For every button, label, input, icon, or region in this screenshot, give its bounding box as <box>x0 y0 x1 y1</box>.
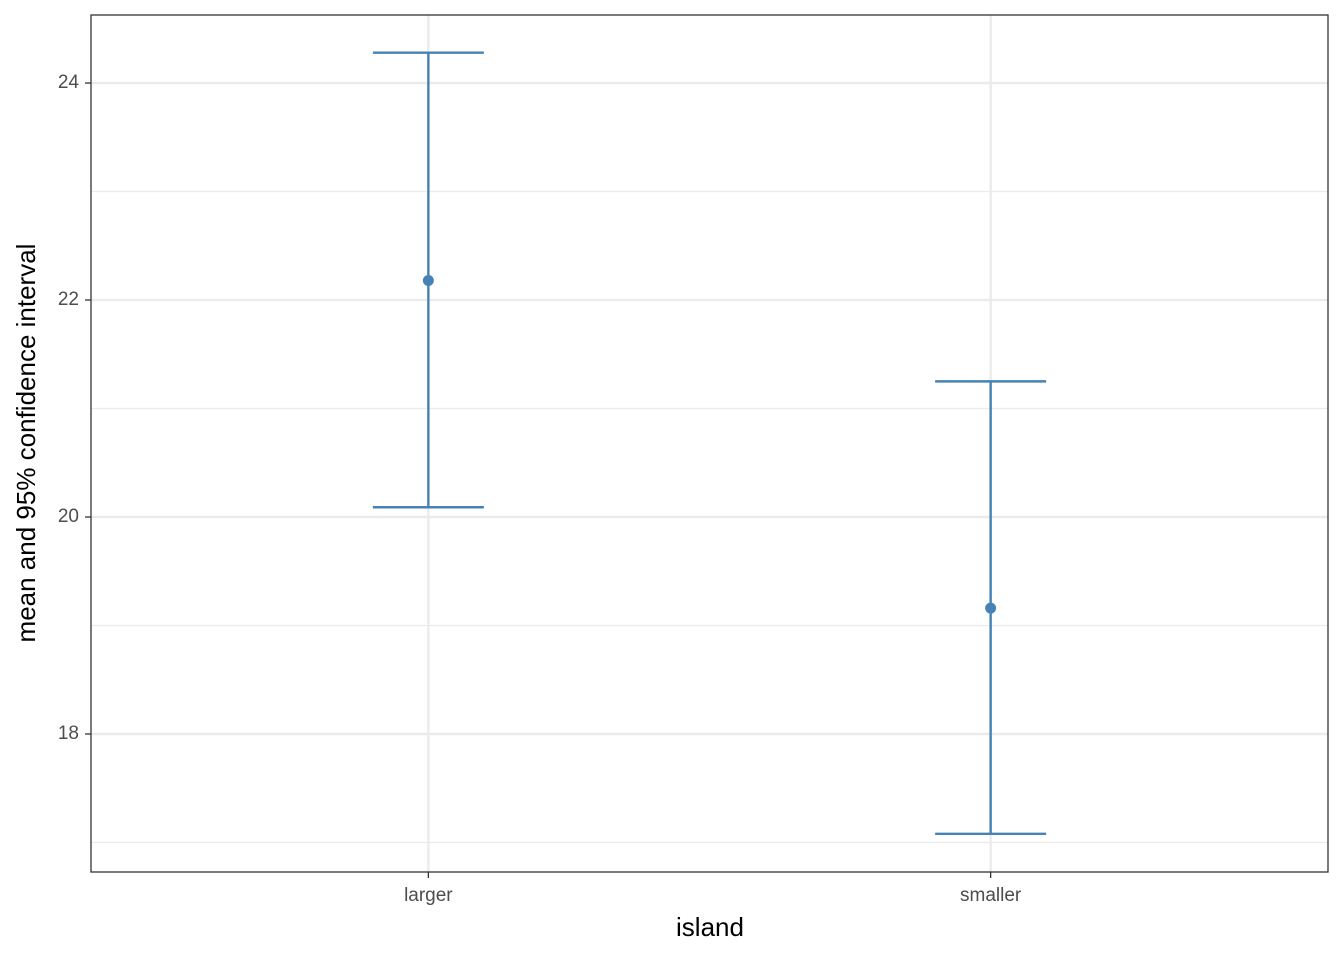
y-tick-label: 20 <box>58 506 79 527</box>
y-axis-title: mean and 95% confidence interval <box>11 244 41 643</box>
x-tick-label: larger <box>404 885 453 906</box>
y-tick-label: 22 <box>58 289 79 310</box>
mean-point <box>985 602 997 614</box>
mean-point <box>422 274 434 286</box>
y-tick-label: 18 <box>58 723 79 744</box>
marks <box>372 51 1047 836</box>
y-tick-label: 24 <box>58 72 80 93</box>
x-axis-title: island <box>676 912 744 942</box>
x-tick-label: smaller <box>960 885 1022 906</box>
panel-border <box>90 14 1329 873</box>
